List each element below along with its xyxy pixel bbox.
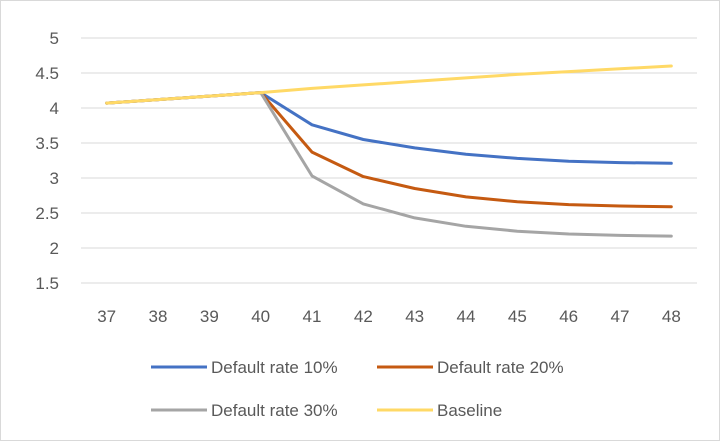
x-tick-label: 48 [662,307,681,326]
series-line-2 [105,91,673,209]
y-tick-label: 2.5 [35,204,59,223]
x-tick-label: 44 [457,307,476,326]
legend: Default rate 10% Default rate 20% Default … [151,358,564,420]
x-tick-label: 42 [354,307,373,326]
x-tick-label: 47 [611,307,630,326]
series-line-3 [105,91,673,238]
series-line-1 [105,91,673,165]
x-tick-label: 45 [508,307,527,326]
legend-label: Baseline [437,401,502,420]
x-tick-label: 38 [149,307,168,326]
x-tick-label: 37 [97,307,116,326]
y-tick-label: 4.5 [35,64,59,83]
y-tick-label: 5 [50,29,59,48]
legend-label: Default rate 10% [211,358,338,377]
x-tick-label: 39 [200,307,219,326]
y-tick-label: 3.5 [35,134,59,153]
y-tick-label: 2 [50,239,59,258]
x-tick-label: 46 [559,307,578,326]
y-tick-label: 4 [50,99,59,118]
y-tick-label: 3 [50,169,59,188]
series-line-4 [105,64,673,105]
gridlines [81,37,697,284]
x-axis-tick-labels: 37 38 39 40 41 42 43 44 45 46 47 48 [97,307,681,326]
legend-label: Default rate 30% [211,401,338,420]
x-tick-label: 41 [303,307,322,326]
y-axis-tick-labels: 1.5 2 2.5 3 3.5 4 4.5 5 [35,29,59,293]
legend-label: Default rate 20% [437,358,564,377]
y-tick-label: 1.5 [35,274,59,293]
x-tick-label: 43 [405,307,424,326]
x-tick-label: 40 [251,307,270,326]
series-lines [105,64,673,238]
